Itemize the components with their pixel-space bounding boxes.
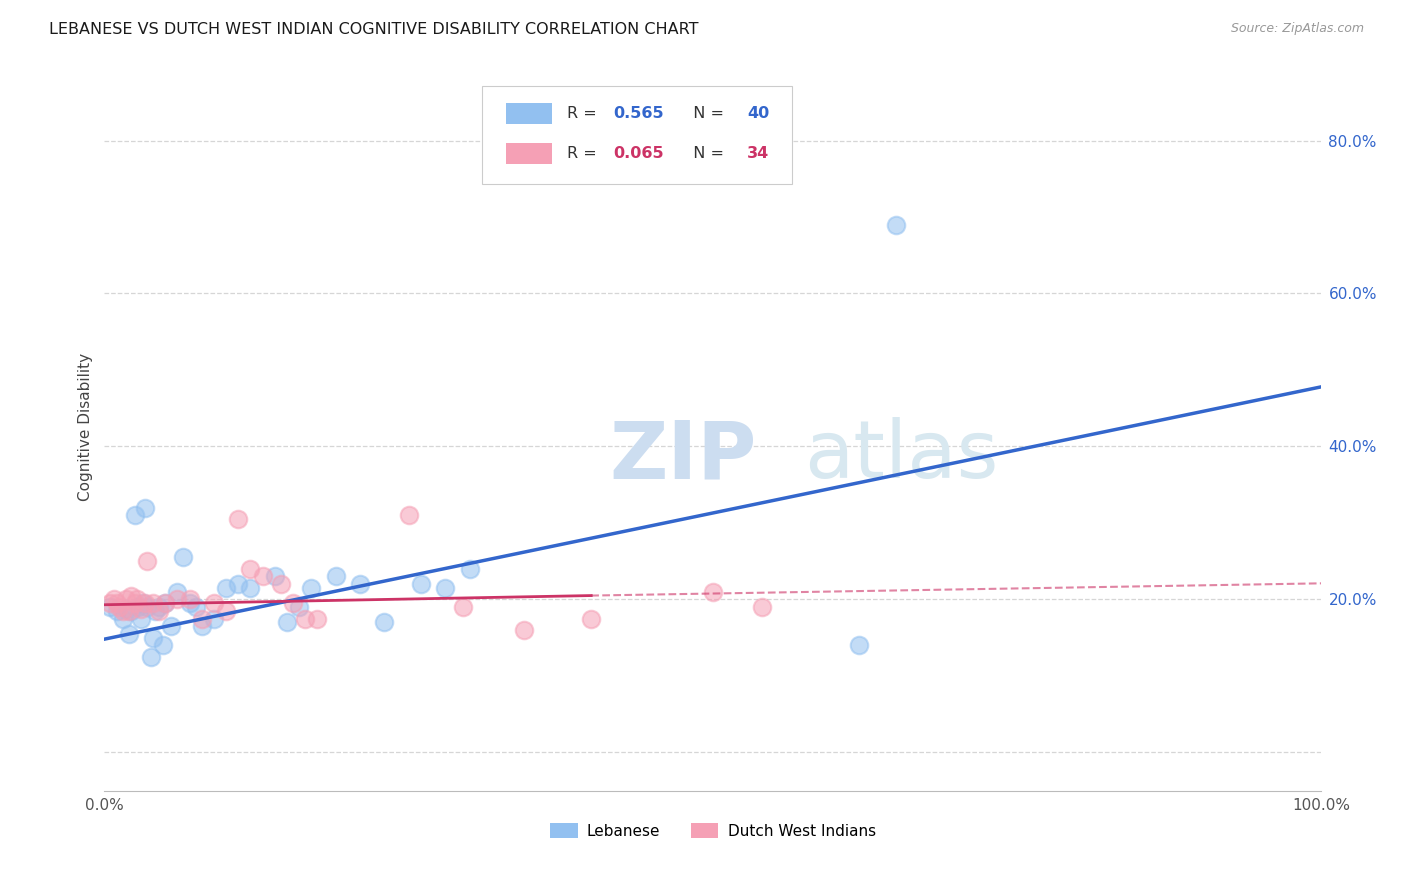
Point: [136, 600, 159, 615]
Point: [129, 611, 152, 625]
Point: [190, 611, 212, 625]
Point: [434, 581, 457, 595]
Point: [263, 569, 285, 583]
Point: [127, 592, 149, 607]
FancyBboxPatch shape: [506, 103, 553, 124]
Text: N =: N =: [682, 106, 728, 121]
Point: [252, 569, 274, 583]
Text: R =: R =: [567, 146, 602, 161]
Text: atlas: atlas: [804, 417, 998, 495]
FancyBboxPatch shape: [506, 144, 553, 163]
Point: [166, 592, 188, 607]
Point: [226, 577, 249, 591]
Point: [179, 592, 201, 607]
Point: [139, 649, 162, 664]
Point: [173, 550, 195, 565]
Text: N =: N =: [682, 146, 728, 161]
Text: 0.565: 0.565: [613, 106, 664, 121]
Point: [124, 596, 146, 610]
Point: [118, 604, 141, 618]
Point: [134, 596, 156, 610]
Point: [184, 600, 207, 615]
Point: [884, 218, 907, 232]
Text: LEBANESE VS DUTCH WEST INDIAN COGNITIVE DISABILITY CORRELATION CHART: LEBANESE VS DUTCH WEST INDIAN COGNITIVE …: [49, 22, 699, 37]
Point: [136, 554, 159, 568]
Point: [127, 600, 149, 615]
Point: [202, 596, 225, 610]
Point: [142, 631, 165, 645]
Point: [848, 638, 870, 652]
Point: [118, 627, 141, 641]
Point: [111, 604, 134, 618]
Point: [751, 600, 773, 615]
Legend: Lebanese, Dutch West Indians: Lebanese, Dutch West Indians: [544, 816, 882, 845]
Text: 34: 34: [747, 146, 769, 161]
Text: R =: R =: [567, 106, 602, 121]
Point: [281, 596, 304, 610]
Point: [202, 611, 225, 625]
Point: [115, 592, 138, 607]
Point: [120, 589, 142, 603]
Point: [294, 611, 316, 625]
Point: [513, 623, 536, 637]
Point: [152, 638, 174, 652]
Point: [215, 604, 238, 618]
Point: [226, 512, 249, 526]
Point: [155, 596, 177, 610]
Point: [458, 562, 481, 576]
Point: [239, 562, 262, 576]
Point: [115, 601, 138, 615]
Point: [166, 584, 188, 599]
Point: [148, 604, 170, 618]
Point: [132, 596, 155, 610]
Point: [288, 600, 311, 615]
Point: [142, 596, 165, 610]
Point: [103, 592, 125, 607]
Point: [179, 596, 201, 610]
Point: [111, 611, 134, 625]
Y-axis label: Cognitive Disability: Cognitive Disability: [79, 353, 93, 501]
Point: [155, 596, 177, 610]
Point: [239, 581, 262, 595]
Text: 40: 40: [747, 106, 769, 121]
Text: Source: ZipAtlas.com: Source: ZipAtlas.com: [1230, 22, 1364, 36]
Point: [134, 500, 156, 515]
Point: [148, 600, 170, 615]
Point: [299, 581, 322, 595]
Point: [276, 615, 298, 630]
Point: [160, 619, 183, 633]
Point: [373, 615, 395, 630]
Point: [702, 584, 724, 599]
Point: [145, 604, 167, 618]
FancyBboxPatch shape: [482, 86, 792, 184]
Point: [307, 611, 329, 625]
Point: [270, 577, 292, 591]
Text: 0.065: 0.065: [613, 146, 664, 161]
Point: [453, 600, 475, 615]
Point: [100, 600, 122, 615]
Point: [105, 604, 128, 618]
Point: [129, 601, 152, 615]
Point: [190, 619, 212, 633]
Point: [120, 604, 142, 618]
Point: [105, 596, 128, 610]
Point: [581, 611, 603, 625]
Point: [349, 577, 371, 591]
Point: [409, 577, 432, 591]
Point: [215, 581, 238, 595]
Point: [124, 508, 146, 523]
Point: [325, 569, 347, 583]
Point: [100, 596, 122, 610]
Point: [108, 600, 131, 615]
Text: ZIP: ZIP: [609, 417, 756, 495]
Point: [398, 508, 420, 523]
